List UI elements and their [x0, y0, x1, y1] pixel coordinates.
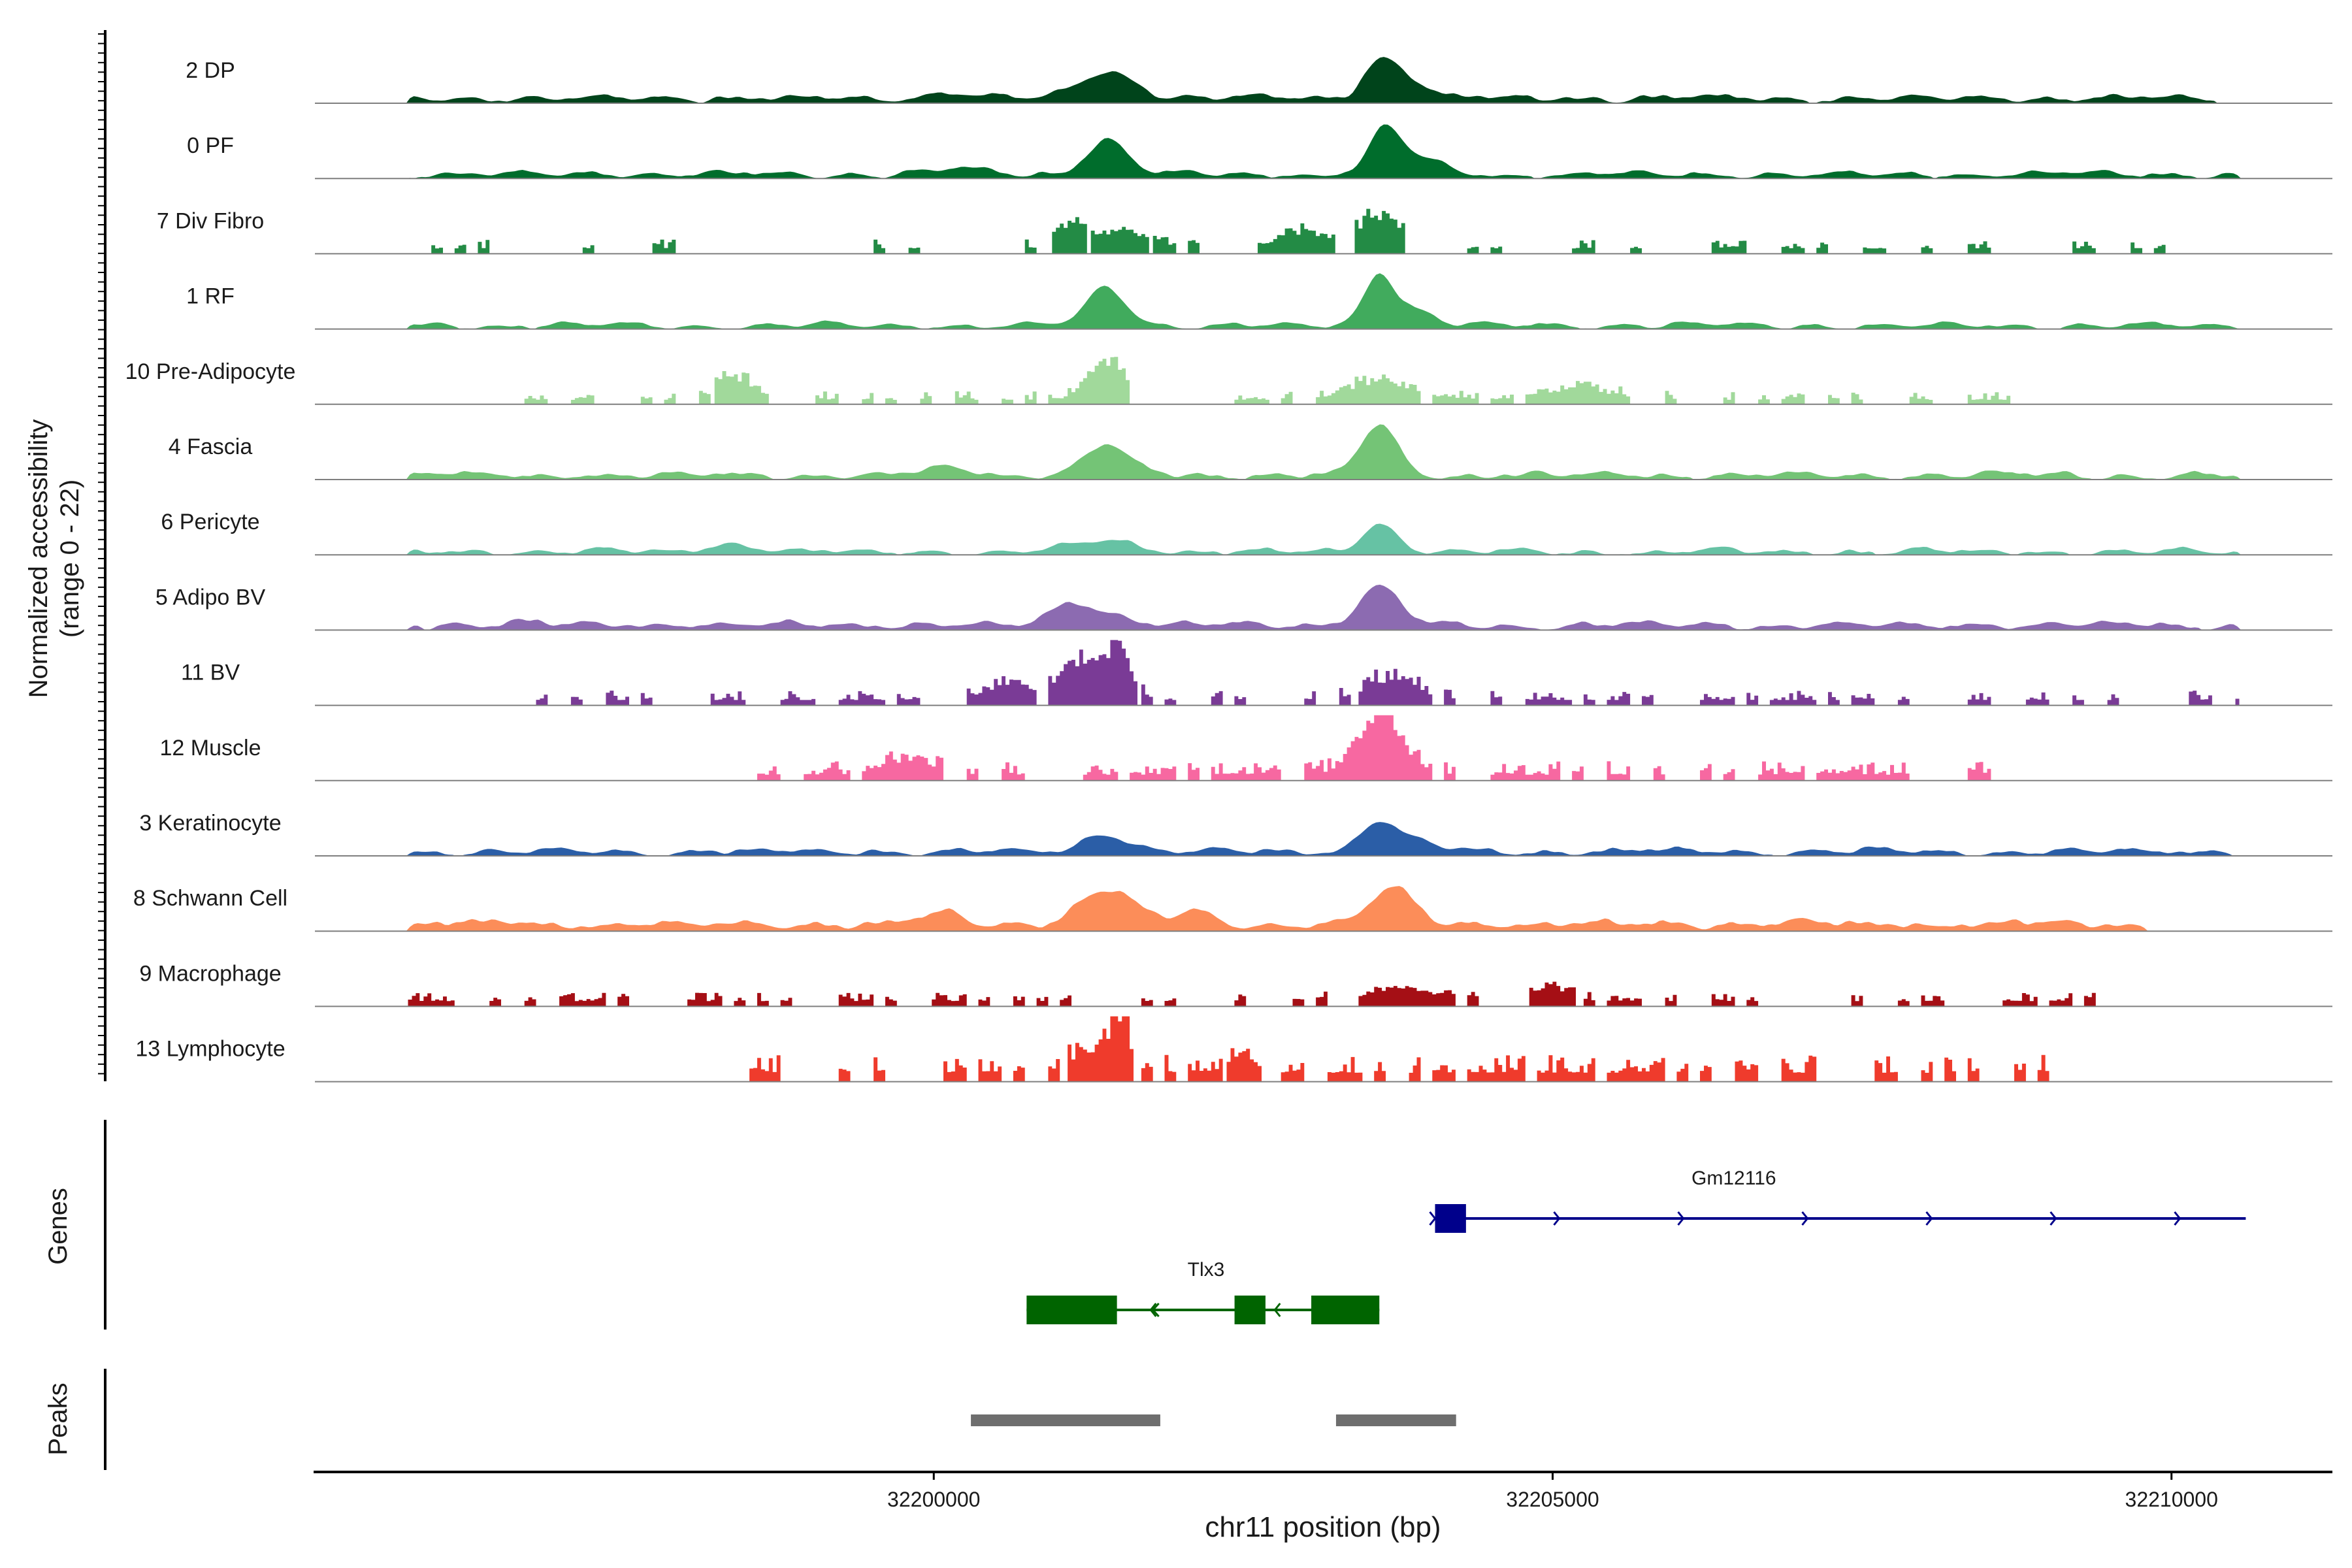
- x-tick-label: 32210000: [2125, 1488, 2218, 1511]
- track-5-adipo-bv: 5 Adipo BV: [155, 584, 2332, 631]
- track-7-div-fibro: 7 Div Fibro: [157, 208, 2332, 255]
- track-label: 13 Lymphocyte: [135, 1037, 285, 1062]
- strand-chevron: [1151, 1302, 1160, 1318]
- coverage-area: [315, 124, 2332, 179]
- coverage-area: [315, 1016, 2332, 1082]
- track-label: 12 Muscle: [160, 736, 261, 760]
- x-axis-ticks: 32200000 32205000 32210000: [887, 1472, 2218, 1511]
- track-label: 7 Div Fibro: [157, 208, 264, 233]
- coverage-area: [315, 57, 2332, 103]
- track-label: 4 Fascia: [169, 434, 253, 459]
- coverage-area: [315, 981, 2332, 1007]
- exon-block: [1311, 1296, 1380, 1324]
- coverage-tracks: 2 DP 0 PF 7 Div Fibro 1 RF 10 Pre-Adipocyte 4…: [125, 57, 2332, 1083]
- track-label: 8 Schwann Cell: [133, 886, 287, 911]
- strand-chevron: [1925, 1211, 1933, 1226]
- strand-chevron: [1801, 1211, 1809, 1226]
- peak-bar: [971, 1414, 1160, 1426]
- peak-regions: [971, 1414, 1456, 1426]
- coverage-area: [315, 822, 2332, 856]
- exon-block: [1234, 1296, 1266, 1324]
- peaks-panel-label: Peaks: [44, 1382, 73, 1455]
- gene-tlx3: Tlx3: [1026, 1259, 1380, 1324]
- coverage-area: [315, 208, 2332, 254]
- gene-gm12116: Gm12116: [1429, 1168, 2246, 1233]
- track-11-bv: 11 BV: [181, 640, 2332, 706]
- y-axis-title: Normalized accessibility: [24, 419, 53, 698]
- track-8-schwann-cell: 8 Schwann Cell: [133, 886, 2332, 932]
- coverage-y-axis-ticks: [98, 33, 105, 1075]
- track-label: 0 PF: [187, 133, 234, 158]
- coverage-area: [315, 886, 2332, 932]
- coverage-area: [315, 424, 2332, 480]
- strand-chevron: [1429, 1211, 1437, 1226]
- coverage-area: [315, 584, 2332, 630]
- track-1-rf: 1 RF: [186, 273, 2332, 330]
- coverage-area: [315, 357, 2332, 404]
- strand-chevron: [1553, 1211, 1561, 1226]
- x-tick-label: 32200000: [887, 1488, 980, 1511]
- strand-chevron: [1273, 1303, 1281, 1317]
- track-9-macrophage: 9 Macrophage: [139, 961, 2332, 1007]
- gene-label: Tlx3: [1188, 1259, 1225, 1281]
- track-3-keratinocyte: 3 Keratinocyte: [139, 811, 2332, 857]
- track-0-pf: 0 PF: [187, 124, 2332, 180]
- x-tick-label: 32205000: [1506, 1488, 1599, 1511]
- track-label: 5 Adipo BV: [155, 585, 266, 610]
- track-2-dp: 2 DP: [186, 57, 2332, 104]
- track-label: 10 Pre-Adipocyte: [125, 359, 296, 384]
- strand-chevron: [2174, 1211, 2181, 1226]
- track-13-lymphocyte: 13 Lymphocyte: [135, 1016, 2332, 1083]
- coverage-area: [315, 523, 2332, 555]
- track-10-pre-adipocyte: 10 Pre-Adipocyte: [125, 357, 2332, 405]
- track-label: 11 BV: [181, 661, 240, 685]
- track-label: 1 RF: [186, 284, 235, 309]
- strand-chevron: [1677, 1211, 1685, 1226]
- y-axis-range-label: (range 0 - 22): [56, 480, 84, 638]
- track-6-pericyte: 6 Pericyte: [161, 510, 2332, 556]
- track-label: 3 Keratinocyte: [139, 811, 281, 836]
- track-label: 9 Macrophage: [139, 961, 281, 986]
- exon-block: [1026, 1296, 1117, 1324]
- track-label: 2 DP: [186, 58, 235, 83]
- track-12-muscle: 12 Muscle: [160, 715, 2332, 781]
- strand-chevron: [2050, 1211, 2057, 1226]
- genes-panel-label: Genes: [44, 1188, 73, 1265]
- coverage-area: [315, 273, 2332, 329]
- strand-chevron: [1149, 1303, 1157, 1317]
- track-label: 6 Pericyte: [161, 510, 259, 534]
- gene-label: Gm12116: [1691, 1168, 1776, 1189]
- coverage-area: [315, 715, 2332, 781]
- coverage-area: [315, 640, 2332, 706]
- peak-bar: [1335, 1414, 1456, 1426]
- x-axis-title: chr11 position (bp): [1205, 1511, 1441, 1543]
- track-4-fascia: 4 Fascia: [169, 424, 2332, 480]
- gene-annotations: Gm12116 Tlx3: [1026, 1168, 2246, 1324]
- exon-block: [1435, 1204, 1466, 1233]
